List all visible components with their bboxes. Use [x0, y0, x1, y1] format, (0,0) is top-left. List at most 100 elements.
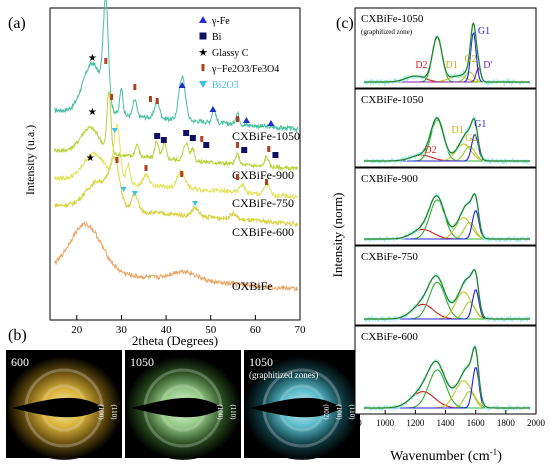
- oxide-marker: [267, 146, 271, 152]
- bi2o3-marker: [120, 187, 127, 192]
- legend-label: Bi2O3: [212, 80, 239, 91]
- legend-label: γ−Fe2O3/Fe3O4: [211, 64, 279, 75]
- xrd-series-line: [54, 155, 299, 228]
- raman-peak-label: D': [483, 60, 492, 71]
- glassy-c-marker: ★: [88, 107, 97, 118]
- raman-peak-label: D2: [415, 60, 427, 71]
- xrd-series-label: CXBiFe-1050: [232, 129, 300, 143]
- bi-marker: [154, 133, 161, 139]
- beam-stop: [12, 397, 104, 418]
- bi-marker: [160, 137, 167, 143]
- bi2o3-marker: [111, 128, 118, 133]
- raman-subplot-frame: [354, 88, 537, 168]
- raman-x-tick-label: 1600: [467, 418, 486, 428]
- raman-x-tick-label: 1800: [497, 418, 516, 428]
- raman-x-tick-label: 1400: [437, 418, 456, 428]
- oxide-marker: [155, 98, 159, 104]
- raman-subplot-2: CXBiFe-900: [354, 167, 537, 246]
- ring-index-label: (100): [97, 404, 105, 420]
- oxide-marker: [110, 94, 114, 100]
- xrd-x-axis-label: 2theta (Degrees): [132, 333, 218, 348]
- oxide-marker: [200, 136, 204, 142]
- bi2o3-marker: [131, 191, 138, 196]
- xrd-series-line: [54, 91, 299, 172]
- xrd-x-tick-label: 40: [161, 324, 173, 336]
- panel-label-b: (b): [8, 327, 27, 344]
- oxide-marker: [133, 84, 137, 90]
- xrd-series-line: [54, 0, 299, 133]
- bi-marker: [241, 147, 248, 153]
- oxide-marker: [236, 142, 239, 148]
- oxide-marker: [180, 171, 184, 177]
- sad-title: 1050: [249, 355, 273, 369]
- gamma-fe-marker: [209, 106, 217, 112]
- beam-stop: [250, 397, 342, 418]
- sad-title: 1050: [130, 355, 154, 369]
- gamma-fe-marker: [178, 82, 186, 88]
- panel-label-a: (a): [8, 15, 26, 32]
- raman-peak-label: G1: [478, 26, 490, 37]
- xrd-y-axis-label: Intensity (u.a.): [23, 125, 37, 195]
- oxide-marker: [236, 116, 239, 122]
- raman-y-axis-label: Intensity (norm): [330, 193, 345, 278]
- oxide-marker: [265, 179, 269, 185]
- glassy-c-marker: ★: [88, 53, 97, 64]
- raman-fit-envelope: [364, 345, 530, 409]
- xrd-series-line: [54, 220, 299, 292]
- bi-marker: [183, 130, 190, 136]
- xrd-series-group: [54, 0, 299, 292]
- xrd-x-tick-label: 50: [205, 324, 217, 336]
- xrd-series-label: CXBiFe-750: [232, 196, 294, 210]
- oxide-marker: [148, 96, 152, 102]
- raman-panel: (c) CXBiFe-1050(graphitized zone)D2 D1G2G…: [330, 7, 546, 464]
- xrd-x-tick-label: 20: [71, 324, 83, 336]
- legend-dtriangle-icon: [199, 81, 207, 88]
- xrd-ticks: 20 30 40 50 60 70: [71, 315, 306, 336]
- raman-fit-envelope: [364, 21, 530, 83]
- raman-peak-label: G2: [465, 133, 477, 144]
- ring-index-label: (110): [110, 405, 118, 421]
- xrd-x-tick-label: 30: [116, 324, 128, 336]
- ring-index-label: (100): [335, 404, 343, 420]
- glassy-c-marker: ★: [86, 153, 95, 164]
- sad-panel: (b) 600(110)(100)1050(110)(100)1050(grap…: [6, 327, 360, 460]
- raman-peak-label: G2: [464, 54, 476, 65]
- xrd-series-label: OXBiFe: [232, 279, 273, 293]
- xrd-series-label: CXBiFe-600: [232, 225, 294, 239]
- gamma-fe-marker: [267, 120, 275, 126]
- xrd-x-tick-label: 70: [295, 324, 307, 336]
- beam-stop: [131, 397, 223, 418]
- raman-x-tick-label: 2000: [527, 418, 546, 428]
- raman-subplots: CXBiFe-1050(graphitized zone)D2 D1G2G1D'C…: [354, 7, 537, 415]
- legend-square-icon: [199, 32, 207, 40]
- raman-peak-label: D1: [446, 60, 458, 71]
- legend-bar-icon: [201, 64, 205, 71]
- raman-fit-envelope: [364, 268, 530, 320]
- ring-index-label: (110): [348, 405, 356, 421]
- legend-star-icon: ★: [198, 47, 208, 59]
- legend-label: Bi: [212, 32, 222, 43]
- raman-subplot-frame: [354, 245, 537, 326]
- panel-label-c: (c): [336, 15, 354, 32]
- raman-subplot-frame: [354, 325, 537, 415]
- raman-subplot-0: CXBiFe-1050 (graphitized zone) D2 D1 G2 G1 D': [354, 7, 537, 89]
- raman-subplot-4: CXBiFe-600: [354, 325, 537, 415]
- oxide-marker: [115, 157, 119, 163]
- bi-marker: [272, 152, 279, 158]
- raman-x-axis-label: Wavenumber (cm-1): [390, 447, 502, 464]
- bi-marker: [203, 142, 210, 148]
- raman-x-tick-label: 800: [348, 418, 362, 428]
- raman-peak-label: D1: [452, 125, 464, 136]
- xrd-series-line: [54, 123, 298, 201]
- bi2o3-marker: [192, 201, 199, 206]
- xrd-x-tick-label: 60: [250, 324, 262, 336]
- xrd-series-label: CXBiFe-900: [232, 168, 294, 182]
- raman-subplot-frame: [354, 167, 537, 246]
- xrd-legend: γ-Fe Bi ★ Glassy C γ−Fe2O3/Fe3O4 Bi2O3: [198, 16, 279, 91]
- legend-triangle-icon: [199, 16, 207, 23]
- oxide-marker: [236, 174, 239, 180]
- sad-image-2: 1050(graphitized zones) (110) (100) (002): [244, 350, 360, 460]
